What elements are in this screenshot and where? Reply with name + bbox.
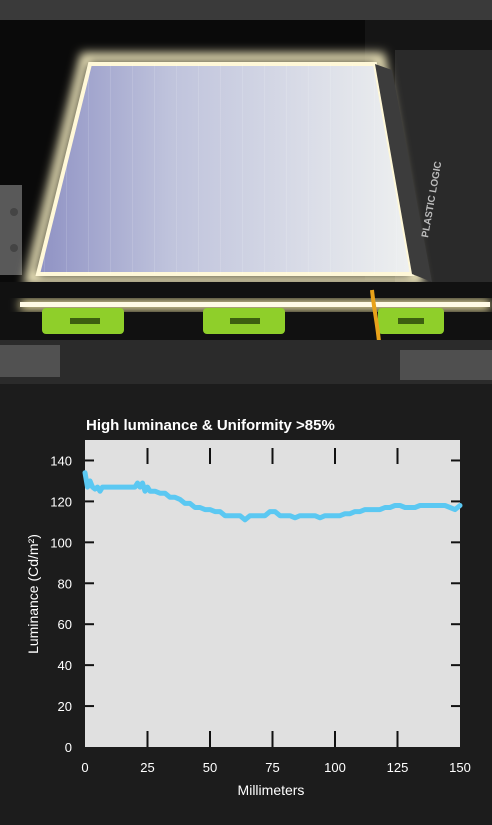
tick-marks <box>85 448 460 747</box>
x-axis-title: Millimeters <box>238 782 305 798</box>
panel-glow <box>23 53 424 285</box>
x-tick-label: 0 <box>81 760 88 775</box>
x-tick-label: 100 <box>324 760 346 775</box>
x-tick-label: 150 <box>449 760 471 775</box>
x-tick-label: 125 <box>387 760 409 775</box>
display-photo: PLASTIC LOGIC <box>0 0 492 384</box>
y-tick-label: 100 <box>50 535 72 550</box>
y-tick-label: 0 <box>65 740 72 755</box>
y-tick-label: 60 <box>58 617 72 632</box>
y-tick-label: 20 <box>58 699 72 714</box>
x-tick-label: 25 <box>140 760 154 775</box>
y-tick-label: 40 <box>58 658 72 673</box>
x-tick-label: 50 <box>203 760 217 775</box>
tick-labels: 0 25 50 75 100 125 150 0 20 40 60 80 100 120 140 <box>50 453 471 775</box>
y-tick-label: 140 <box>50 453 72 468</box>
y-tick-label: 120 <box>50 494 72 509</box>
y-tick-label: 80 <box>58 576 72 591</box>
x-tick-label: 75 <box>265 760 279 775</box>
y-axis-title: Luminance (Cd/m²) <box>25 534 41 654</box>
chart-title: High luminance & Uniformity >85% <box>86 417 335 434</box>
luminance-chart: High luminance & Uniformity >85% 0 25 50 75… <box>25 417 471 798</box>
luminance-series-line <box>82 470 463 523</box>
